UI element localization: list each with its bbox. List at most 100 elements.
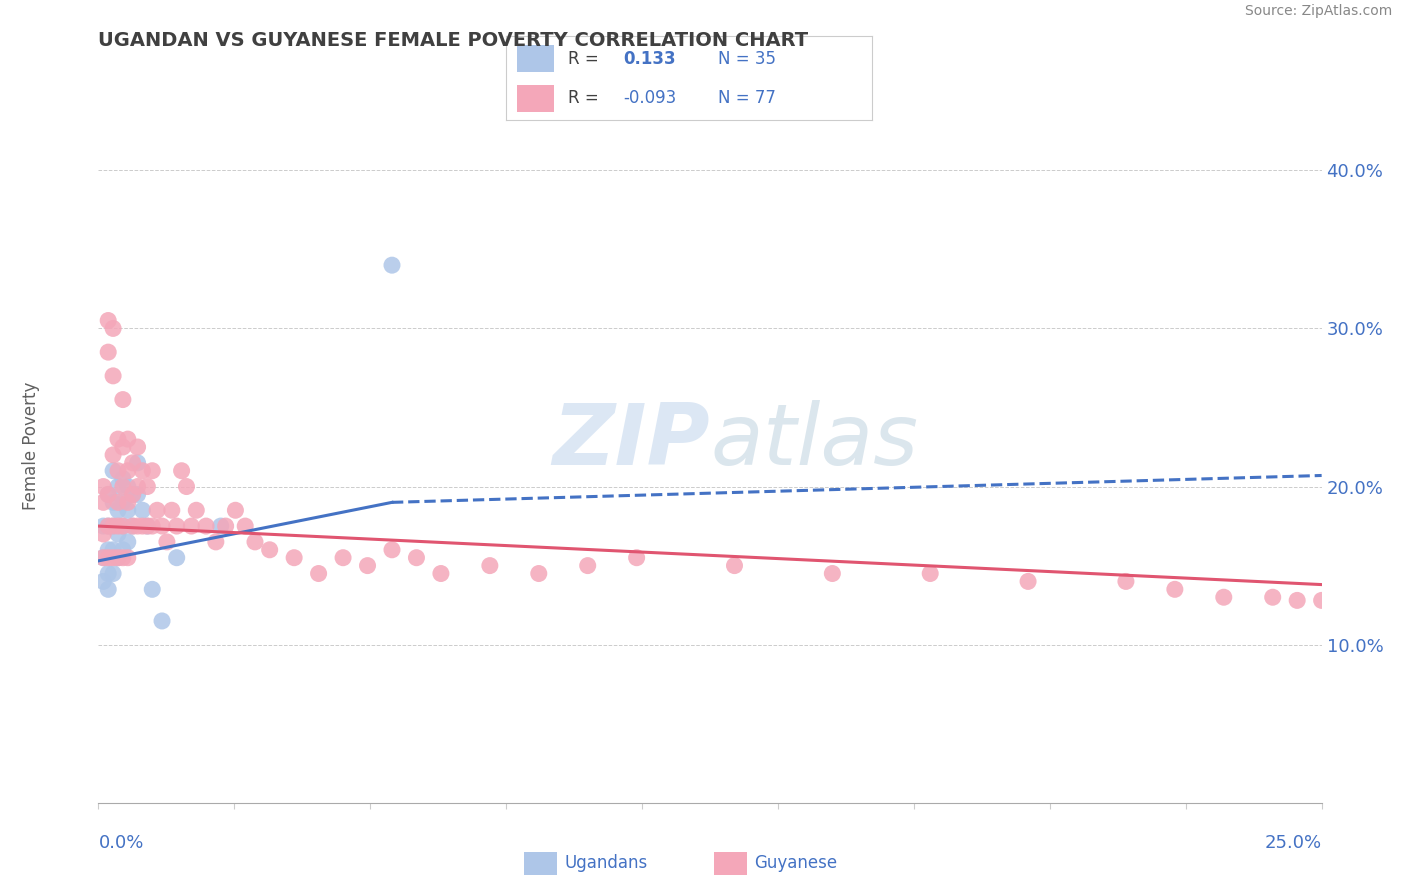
Point bbox=[141, 464, 163, 478]
Point bbox=[156, 534, 179, 549]
Point bbox=[1261, 591, 1284, 605]
Point bbox=[121, 519, 143, 533]
Point bbox=[107, 495, 129, 509]
Point bbox=[180, 519, 202, 533]
Text: Source: ZipAtlas.com: Source: ZipAtlas.com bbox=[1244, 4, 1392, 19]
Text: N = 77: N = 77 bbox=[718, 88, 776, 106]
Point bbox=[136, 519, 159, 533]
Point bbox=[97, 582, 120, 597]
Point bbox=[131, 464, 153, 478]
Bar bbox=[524, 852, 557, 875]
Point bbox=[205, 534, 228, 549]
Point bbox=[1286, 593, 1309, 607]
Bar bbox=[714, 852, 747, 875]
Point bbox=[214, 519, 236, 533]
Point bbox=[170, 464, 193, 478]
Point bbox=[308, 566, 330, 581]
Text: 0.133: 0.133 bbox=[623, 50, 676, 68]
Point bbox=[224, 503, 246, 517]
Point bbox=[166, 550, 188, 565]
Point bbox=[233, 519, 256, 533]
Point bbox=[160, 503, 183, 517]
Point bbox=[91, 495, 114, 509]
Point bbox=[195, 519, 218, 533]
Point bbox=[332, 550, 354, 565]
Point bbox=[121, 487, 143, 501]
Point bbox=[97, 313, 120, 327]
Text: 0.0%: 0.0% bbox=[98, 834, 143, 852]
Bar bbox=[517, 85, 554, 112]
Point bbox=[91, 550, 114, 565]
Point bbox=[381, 258, 404, 272]
Point bbox=[1212, 591, 1234, 605]
Point bbox=[136, 519, 159, 533]
Point bbox=[117, 464, 139, 478]
Point bbox=[283, 550, 305, 565]
Text: R =: R = bbox=[568, 50, 599, 68]
Point bbox=[97, 487, 120, 501]
Point bbox=[146, 503, 169, 517]
Point bbox=[111, 392, 134, 407]
Point bbox=[141, 582, 163, 597]
Point bbox=[97, 542, 120, 557]
Point bbox=[1310, 593, 1333, 607]
Point bbox=[405, 550, 427, 565]
Point bbox=[97, 487, 120, 501]
Text: ZIP: ZIP bbox=[553, 400, 710, 483]
Point bbox=[117, 479, 139, 493]
Text: UGANDAN VS GUYANESE FEMALE POVERTY CORRELATION CHART: UGANDAN VS GUYANESE FEMALE POVERTY CORRE… bbox=[98, 31, 808, 50]
Point bbox=[127, 440, 149, 454]
Point bbox=[127, 479, 149, 493]
Point bbox=[430, 566, 453, 581]
Text: Female Poverty: Female Poverty bbox=[22, 382, 39, 510]
Point bbox=[186, 503, 208, 517]
Point bbox=[117, 550, 139, 565]
Point bbox=[381, 542, 404, 557]
Point bbox=[111, 495, 134, 509]
Point bbox=[117, 495, 139, 509]
Point bbox=[356, 558, 378, 573]
Point bbox=[723, 558, 745, 573]
Point bbox=[121, 456, 143, 470]
Point bbox=[127, 519, 149, 533]
Point bbox=[117, 432, 139, 446]
Point bbox=[131, 519, 153, 533]
Point bbox=[101, 566, 124, 581]
Point bbox=[107, 550, 129, 565]
Point bbox=[91, 574, 114, 589]
Point bbox=[107, 550, 129, 565]
Point bbox=[111, 542, 134, 557]
Point bbox=[176, 479, 198, 493]
Point bbox=[107, 503, 129, 517]
Point bbox=[626, 550, 648, 565]
Point bbox=[111, 440, 134, 454]
Point bbox=[97, 550, 120, 565]
Point bbox=[1115, 574, 1137, 589]
Point bbox=[127, 456, 149, 470]
Point bbox=[527, 566, 550, 581]
Point bbox=[127, 487, 149, 501]
Point bbox=[101, 368, 124, 383]
Point bbox=[91, 550, 114, 565]
Point bbox=[131, 503, 153, 517]
Point bbox=[97, 519, 120, 533]
Text: N = 35: N = 35 bbox=[718, 50, 776, 68]
Point bbox=[101, 448, 124, 462]
Point bbox=[91, 527, 114, 541]
Point bbox=[920, 566, 942, 581]
Point bbox=[97, 519, 120, 533]
Point bbox=[101, 321, 124, 335]
Point bbox=[166, 519, 188, 533]
Point bbox=[107, 519, 129, 533]
Point bbox=[150, 519, 173, 533]
Point bbox=[209, 519, 232, 533]
Point bbox=[1164, 582, 1187, 597]
Point bbox=[107, 464, 129, 478]
Point bbox=[243, 534, 266, 549]
Text: Ugandans: Ugandans bbox=[564, 855, 647, 872]
Point bbox=[107, 527, 129, 541]
Point bbox=[111, 472, 134, 486]
Point bbox=[91, 479, 114, 493]
Point bbox=[101, 464, 124, 478]
Point bbox=[136, 479, 159, 493]
